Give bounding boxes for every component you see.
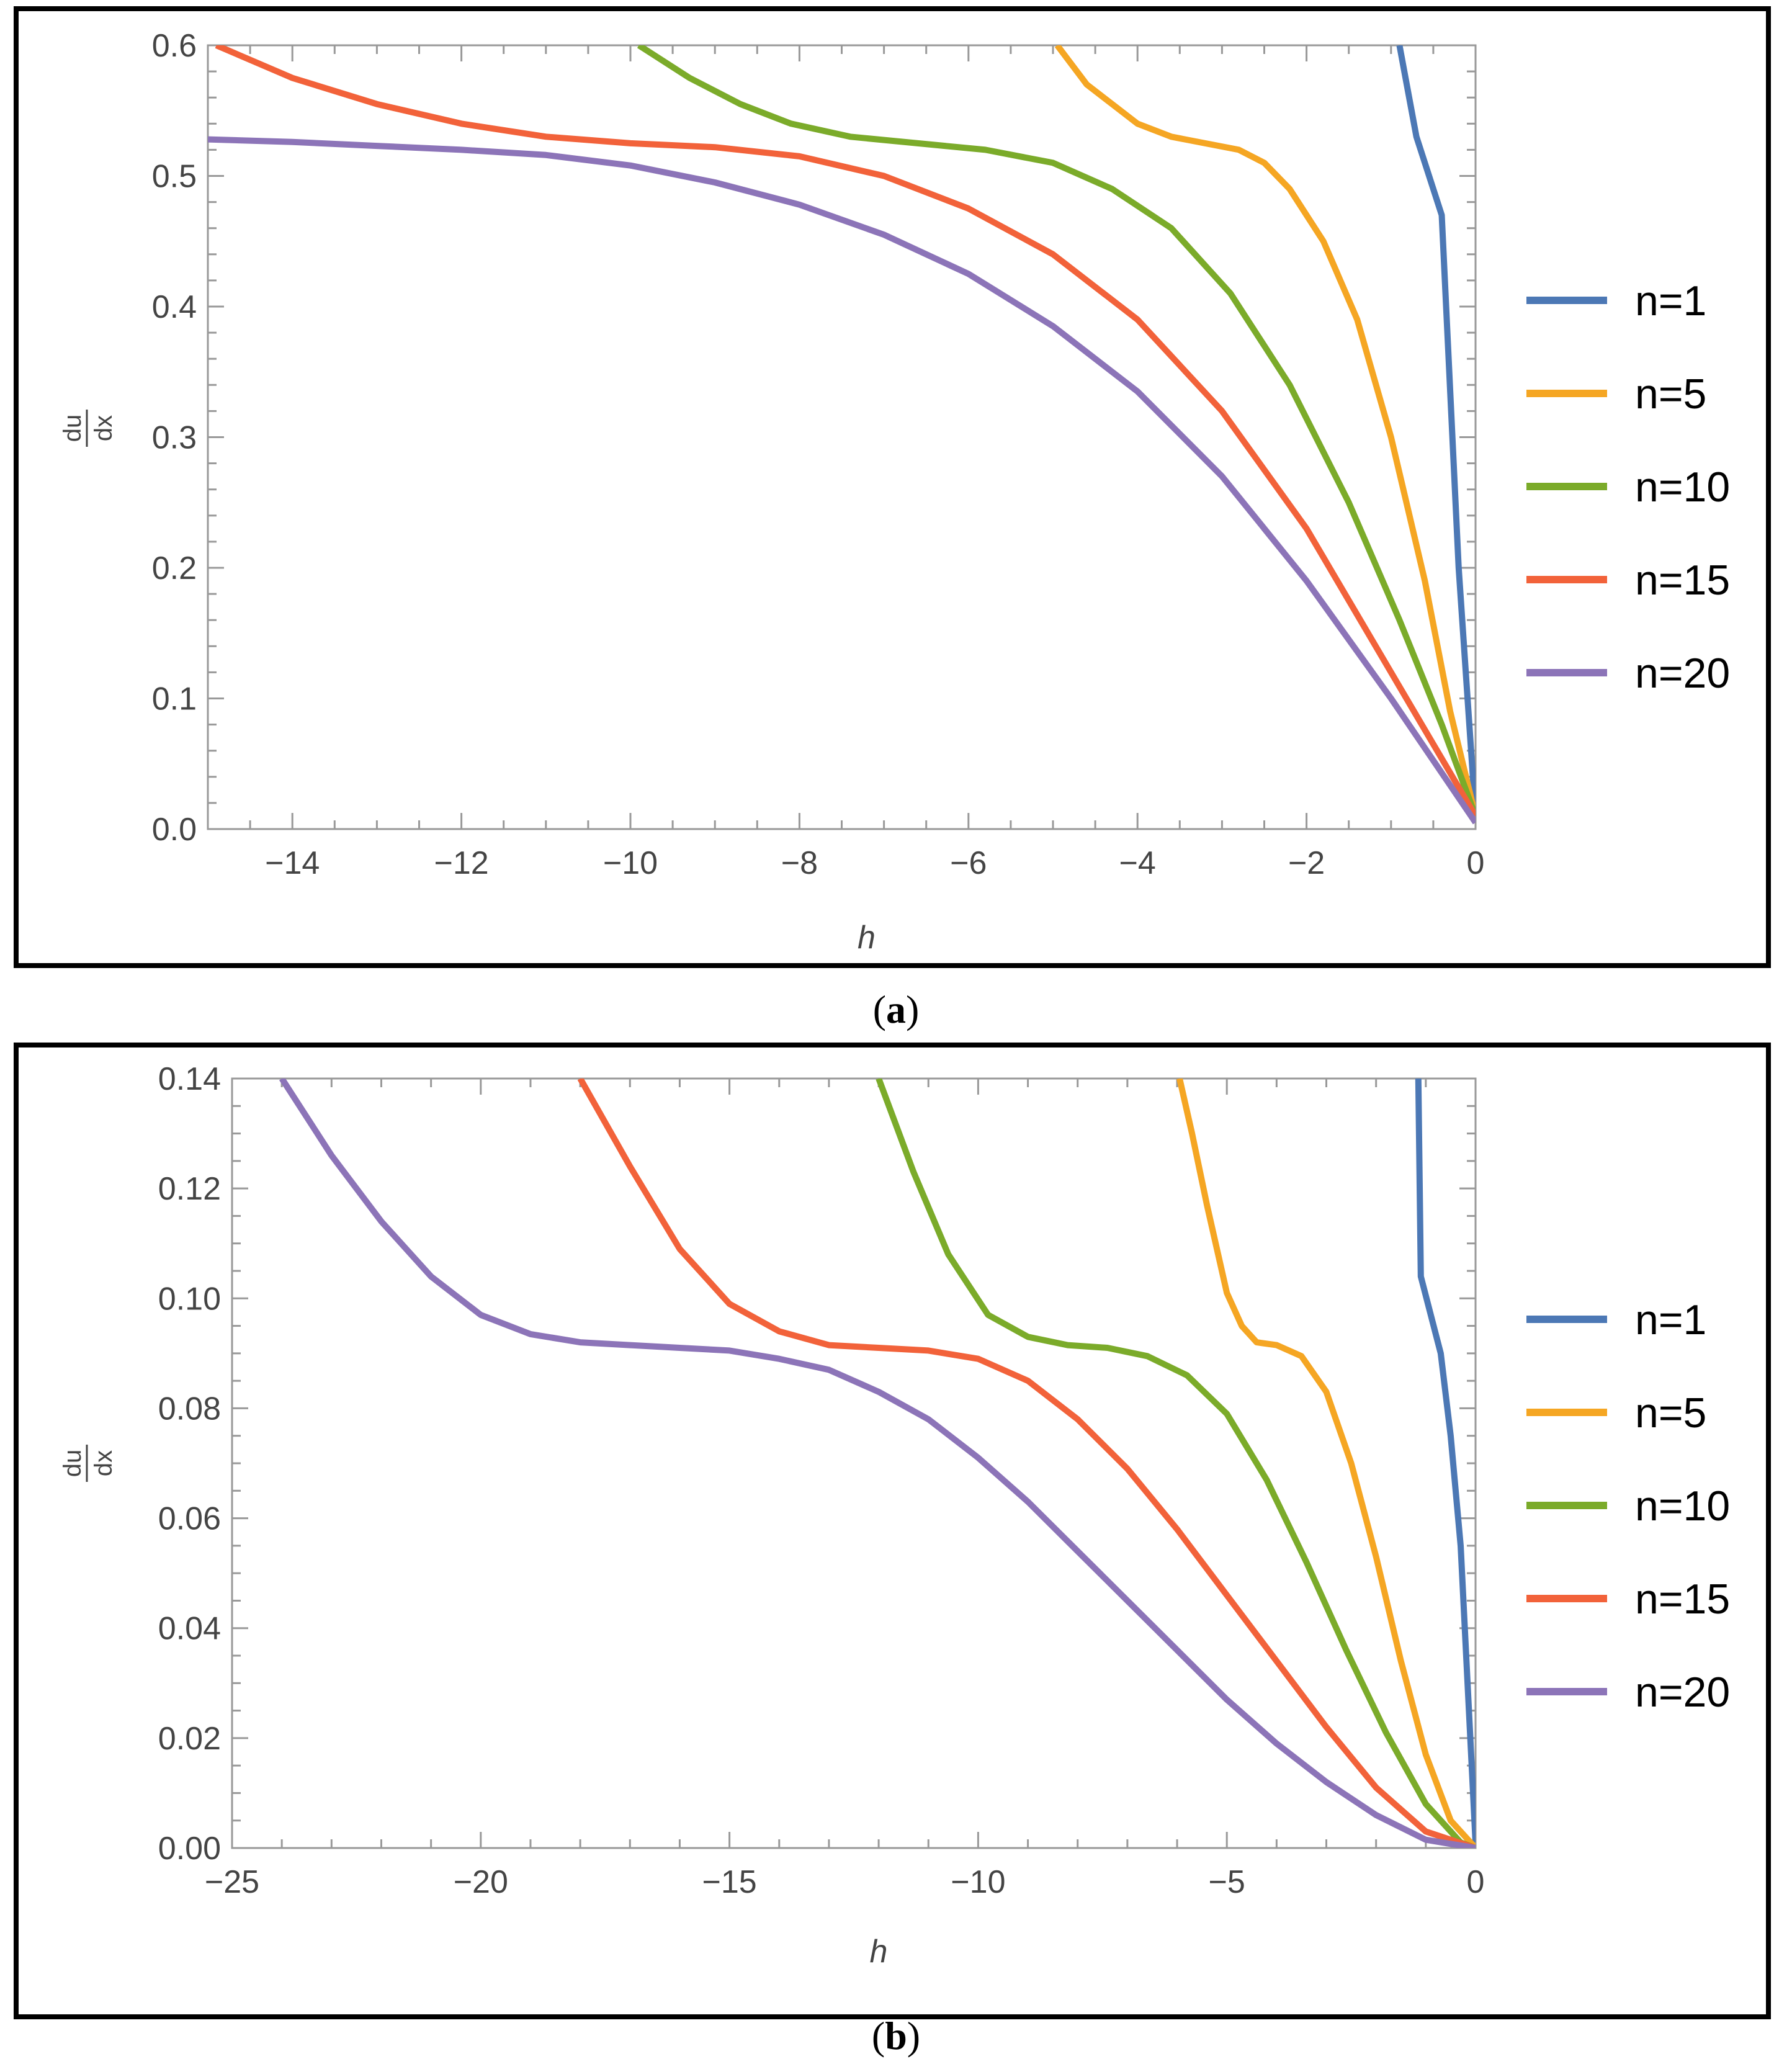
legend-label: n=5 — [1635, 1389, 1706, 1437]
y-axis-title-denominator: dx — [90, 1450, 117, 1476]
y-tick-label: 0.12 — [158, 1171, 221, 1207]
y-tick-label: 0.02 — [158, 1721, 221, 1757]
series-line-n-10 — [876, 1079, 1476, 1848]
y-axis-title: du dx — [59, 1445, 117, 1482]
legend-label: n=10 — [1635, 1483, 1730, 1530]
legend-label: n=15 — [1635, 1576, 1730, 1623]
y-tick-label: 0.3 — [152, 420, 197, 456]
chart-a: −14 −12 −10 −8 −6 −4 −2 0 0.0 0.1 0.2 0.3 0.4 0.5 0.6 h… — [59, 28, 1730, 956]
legend-b: n=1 n=5 n=10 n=15 n=20 — [1526, 1296, 1730, 1716]
chart-b: −25 −20 −15 −10 −5 0 0.00 0.02 0.04 0.06 0.08 0.10 0… — [59, 1061, 1730, 1970]
legend-label: n=1 — [1635, 277, 1706, 325]
x-tick-label: −2 — [1288, 845, 1325, 881]
y-axis-title-numerator: du — [59, 415, 86, 442]
y-axis-title-denominator: dx — [90, 415, 117, 441]
series-line-n-15 — [577, 1079, 1476, 1848]
x-tick-label: −10 — [603, 845, 658, 881]
y-axis-title-numerator: du — [59, 1450, 86, 1478]
x-tick-label: −14 — [265, 845, 320, 881]
x-tick-label: −6 — [950, 845, 987, 881]
x-tick-label: −12 — [434, 845, 488, 881]
series-group-b — [279, 1079, 1476, 1848]
series-line-n-5 — [1176, 1079, 1476, 1848]
y-tick-label: 0.5 — [152, 159, 197, 195]
panel-b-frame — [14, 1043, 1771, 2019]
legend-label: n=20 — [1635, 1669, 1730, 1716]
x-tick-label: −25 — [205, 1864, 259, 1900]
y-tick-label: 0.14 — [158, 1061, 221, 1097]
y-tick-label: 0.08 — [158, 1391, 221, 1427]
legend-label: n=5 — [1635, 370, 1706, 418]
y-tick-label: 0.4 — [152, 289, 197, 325]
series-line-n-5 — [1054, 45, 1476, 817]
x-tick-label: −4 — [1119, 845, 1156, 881]
caption-a: (a) — [872, 987, 920, 1031]
y-tick-label: 0.0 — [152, 812, 197, 848]
plot-frame-b — [231, 1077, 1477, 1849]
y-tick-label: 0.2 — [152, 550, 197, 586]
x-tick-label: −5 — [1209, 1864, 1245, 1900]
series-line-n-1 — [1415, 1079, 1476, 1843]
panel-a-frame — [14, 6, 1771, 968]
series-line-n-10 — [637, 45, 1476, 817]
series-line-n-1 — [1396, 45, 1476, 817]
y-axis-title: du dx — [59, 410, 117, 447]
y-tick-label: 0.06 — [158, 1501, 221, 1537]
series-line-n-20 — [279, 1079, 1476, 1848]
y-tick-label: 0.6 — [152, 28, 197, 64]
x-tick-label: −10 — [951, 1864, 1005, 1900]
caption-b-letter: b — [885, 2014, 907, 2058]
y-tick-label: 0.04 — [158, 1611, 221, 1647]
x-tick-label: −20 — [454, 1864, 508, 1900]
x-tick-label: −8 — [781, 845, 818, 881]
x-axis-title: h — [870, 1934, 888, 1970]
series-group-a — [208, 45, 1476, 825]
x-axis-title: h — [858, 920, 876, 956]
y-tick-label: 0.10 — [158, 1281, 221, 1317]
y-tick-label: 0.00 — [158, 1831, 221, 1867]
legend-label: n=10 — [1635, 464, 1730, 511]
x-tick-label: 0 — [1467, 845, 1485, 881]
legend-label: n=1 — [1635, 1296, 1706, 1344]
series-line-n-15 — [215, 45, 1476, 818]
caption-a-letter: a — [886, 987, 906, 1031]
legend-label: n=20 — [1635, 650, 1730, 697]
x-tick-label: 0 — [1467, 1864, 1485, 1900]
legend-a: n=1 n=5 n=10 n=15 n=20 — [1526, 277, 1730, 697]
legend-label: n=15 — [1635, 557, 1730, 604]
caption-b: (b) — [871, 2014, 921, 2058]
x-tick-label: −15 — [702, 1864, 756, 1900]
y-tick-label: 0.1 — [152, 681, 197, 717]
plot-frame-a — [207, 44, 1477, 830]
series-line-n-20 — [208, 136, 1476, 825]
